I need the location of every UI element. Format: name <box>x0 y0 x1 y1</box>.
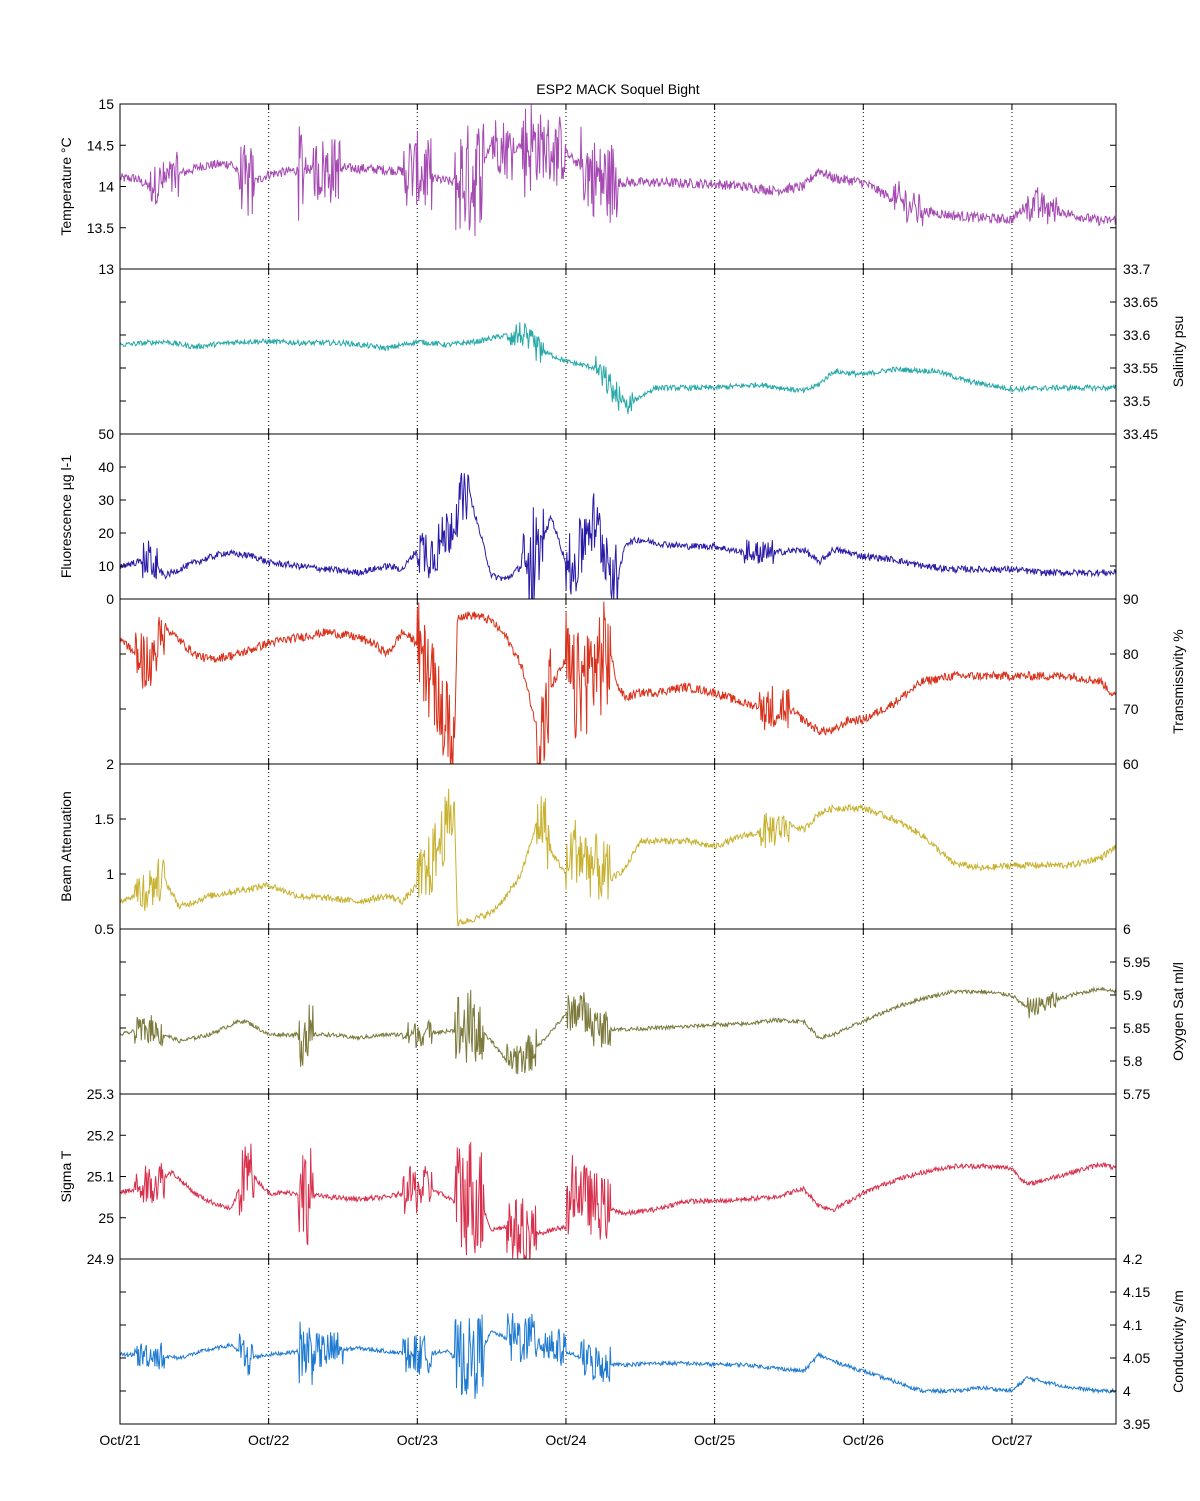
x-tick-label: Oct/26 <box>843 1432 884 1448</box>
y-tick-label: 4.05 <box>1123 1350 1150 1366</box>
panel-8: 3.95 4 4.05 4.1 4.15 4.2 Conductivity s/m <box>119 1251 1186 1432</box>
x-tick-label: Oct/24 <box>545 1432 586 1448</box>
y-tick-label: 33.6 <box>1123 327 1150 343</box>
panel-frame <box>119 598 1117 765</box>
y-tick-label: 13.5 <box>87 220 114 236</box>
y-tick-label: 33.45 <box>1123 426 1158 442</box>
y-tick-label: 70 <box>1123 701 1139 717</box>
y-tick-label: 3.95 <box>1123 1416 1150 1432</box>
y-tick-label: 40 <box>98 459 114 475</box>
y-tick-label: 25 <box>98 1210 114 1226</box>
y-axis-label: Fluorescence µg l-1 <box>58 455 74 578</box>
panel-6: 5.75 5.8 5.85 5.9 5.95 6 Oxygen Sat ml/l <box>119 921 1186 1102</box>
y-axis-label: Beam Attenuation <box>58 791 74 902</box>
y-axis-label: Salinity psu <box>1170 316 1186 388</box>
panel-3: 0 10 20 30 40 50 Fluorescence µg l-1 <box>58 426 1117 607</box>
panel-frame <box>119 1258 1117 1425</box>
x-tick-label: Oct/25 <box>694 1432 735 1448</box>
y-axis-label: Oxygen Sat ml/l <box>1170 962 1186 1061</box>
series-line <box>120 601 1116 764</box>
panel-2: 33.45 33.5 33.55 33.6 33.65 33.7 Salinity psu <box>119 261 1186 442</box>
series-line <box>120 322 1116 415</box>
panel-5: 0.5 1 1.5 2 Beam Attenuation <box>58 756 1117 937</box>
y-tick-label: 60 <box>1123 756 1139 772</box>
y-tick-label: 30 <box>98 492 114 508</box>
panel-frame <box>119 433 1117 600</box>
y-tick-label: 33.5 <box>1123 393 1150 409</box>
y-tick-label: 14 <box>98 179 114 195</box>
y-tick-label: 24.9 <box>87 1251 114 1267</box>
y-tick-label: 33.55 <box>1123 360 1158 376</box>
panel-frame <box>119 763 1117 930</box>
panel-frame <box>119 268 1117 435</box>
y-tick-label: 25.1 <box>87 1169 114 1185</box>
x-axis: Oct/21 Oct/22 Oct/23 Oct/24 Oct/25 Oct/26 Oct/… <box>99 1432 1032 1448</box>
y-axis-label: Conductivity s/m <box>1170 1290 1186 1393</box>
y-tick-label: 80 <box>1123 646 1139 662</box>
y-tick-label: 2 <box>106 756 114 772</box>
y-tick-label: 6 <box>1123 921 1131 937</box>
series-line <box>120 104 1116 237</box>
y-tick-label: 0.5 <box>95 921 115 937</box>
y-tick-label: 5.85 <box>1123 1020 1150 1036</box>
y-tick-label: 4.15 <box>1123 1284 1150 1300</box>
y-tick-label: 5.95 <box>1123 954 1150 970</box>
x-tick-label: Oct/27 <box>991 1432 1032 1448</box>
y-tick-label: 1 <box>106 866 114 882</box>
y-tick-label: 25.3 <box>87 1086 114 1102</box>
y-tick-label: 20 <box>98 525 114 541</box>
y-axis-label: Temperature °C <box>58 137 74 235</box>
y-tick-label: 13 <box>98 261 114 277</box>
x-tick-label: Oct/23 <box>397 1432 438 1448</box>
y-tick-label: 4 <box>1123 1383 1131 1399</box>
x-tick-label: Oct/21 <box>99 1432 140 1448</box>
y-tick-label: 15 <box>98 96 114 112</box>
panel-4: 60 70 80 90 Transmissivity % <box>119 591 1186 772</box>
y-tick-label: 4.1 <box>1123 1317 1143 1333</box>
chart-title: ESP2 MACK Soquel Bight <box>536 81 700 97</box>
y-tick-label: 5.75 <box>1123 1086 1150 1102</box>
y-axis-label: Transmissivity % <box>1170 629 1186 734</box>
y-tick-label: 25.2 <box>87 1127 114 1143</box>
y-axis-label: Sigma T <box>58 1150 74 1202</box>
panel-7: 24.9 25 25.1 25.2 25.3 Sigma T <box>58 1086 1117 1267</box>
panel-1: 13 13.5 14 14.5 15 Temperature °C <box>58 96 1117 277</box>
y-tick-label: 33.7 <box>1123 261 1150 277</box>
y-tick-label: 5.8 <box>1123 1053 1143 1069</box>
x-tick-label: Oct/22 <box>248 1432 289 1448</box>
series-line <box>120 1313 1116 1399</box>
series-line <box>120 788 1116 927</box>
y-tick-label: 5.9 <box>1123 987 1143 1003</box>
y-tick-label: 14.5 <box>87 137 114 153</box>
y-tick-label: 10 <box>98 558 114 574</box>
series-line <box>120 472 1116 599</box>
y-tick-label: 1.5 <box>95 811 115 827</box>
y-tick-label: 33.65 <box>1123 294 1158 310</box>
y-tick-label: 0 <box>106 591 114 607</box>
panel-frame <box>119 1093 1117 1260</box>
series-line <box>120 1141 1116 1259</box>
y-tick-label: 4.2 <box>1123 1251 1143 1267</box>
y-tick-label: 90 <box>1123 591 1139 607</box>
y-tick-label: 50 <box>98 426 114 442</box>
series-line <box>120 986 1116 1075</box>
panel-frame <box>119 928 1117 1095</box>
